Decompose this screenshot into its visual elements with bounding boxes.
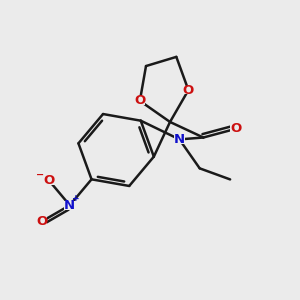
Text: O: O	[183, 84, 194, 97]
FancyBboxPatch shape	[183, 86, 194, 94]
FancyBboxPatch shape	[230, 124, 242, 133]
FancyBboxPatch shape	[36, 217, 47, 226]
FancyBboxPatch shape	[64, 201, 75, 210]
Text: O: O	[230, 122, 242, 135]
Text: +: +	[72, 194, 80, 203]
FancyBboxPatch shape	[134, 96, 146, 105]
Text: N: N	[174, 133, 185, 146]
Text: N: N	[64, 199, 75, 212]
Text: O: O	[43, 174, 55, 187]
FancyBboxPatch shape	[44, 176, 55, 185]
Text: −: −	[36, 169, 44, 180]
Text: O: O	[36, 215, 47, 228]
FancyBboxPatch shape	[174, 135, 184, 143]
Text: O: O	[134, 94, 146, 107]
